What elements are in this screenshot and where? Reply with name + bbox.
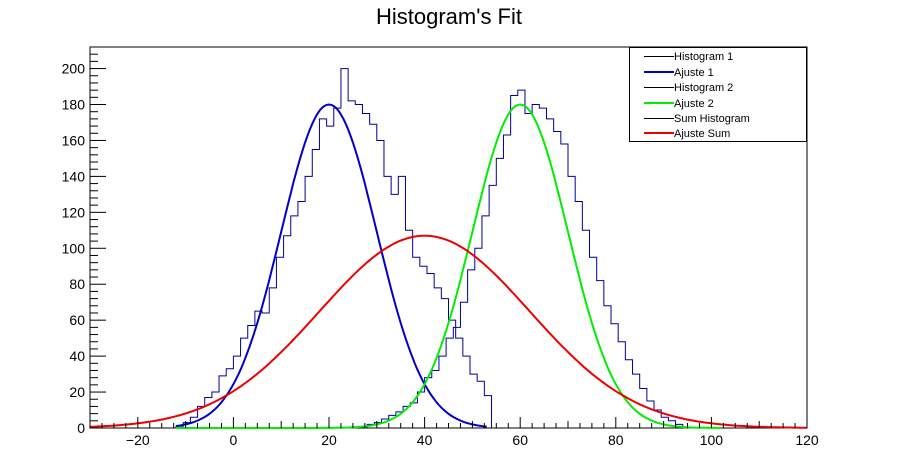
x-tick-label: −20 bbox=[126, 432, 150, 448]
x-tick-label: 0 bbox=[230, 432, 238, 448]
histogram-2-outline bbox=[366, 89, 684, 428]
y-tick-label: 20 bbox=[69, 384, 85, 400]
legend-item-histogram-2: Histogram 2 bbox=[630, 80, 808, 96]
y-tick-label: 140 bbox=[62, 168, 86, 184]
legend-label: Sum Histogram bbox=[674, 113, 750, 125]
y-tick-label: 100 bbox=[62, 240, 86, 256]
x-tick-label: 20 bbox=[321, 432, 337, 448]
legend-item-histogram-1: Histogram 1 bbox=[630, 49, 808, 65]
x-tick-label: 100 bbox=[700, 432, 724, 448]
series-layer bbox=[89, 68, 807, 429]
x-tick-label: 120 bbox=[795, 432, 819, 448]
y-tick-label: 200 bbox=[62, 61, 86, 77]
legend-item-ajuste-2: Ajuste 2 bbox=[630, 96, 808, 112]
y-tick-label: 0 bbox=[77, 420, 85, 436]
x-tick-label: 40 bbox=[417, 432, 433, 448]
y-tick-label: 180 bbox=[62, 97, 86, 113]
y-tick-label: 120 bbox=[62, 204, 86, 220]
legend-swatch bbox=[644, 118, 674, 119]
legend-swatch bbox=[644, 102, 674, 104]
fit-curve-1 bbox=[175, 103, 487, 428]
chart-title: Histogram's Fit bbox=[376, 4, 522, 29]
x-tick-label: 60 bbox=[512, 432, 528, 448]
legend-item-sum-histogram: Sum Histogram bbox=[630, 111, 808, 127]
legend-item-ajuste-sum: Ajuste Sum bbox=[630, 126, 808, 142]
legend-swatch bbox=[644, 132, 674, 134]
legend-label: Histogram 2 bbox=[674, 82, 734, 94]
legend-label: Ajuste 2 bbox=[674, 98, 714, 110]
y-tick-label: 60 bbox=[69, 312, 85, 328]
y-tick-label: 40 bbox=[69, 348, 85, 364]
fit-curve-3 bbox=[176, 103, 722, 429]
y-tick-label: 160 bbox=[62, 132, 86, 148]
legend-swatch bbox=[644, 56, 674, 57]
legend-swatch bbox=[644, 87, 674, 88]
legend-swatch bbox=[644, 71, 674, 73]
legend-label: Ajuste Sum bbox=[674, 128, 731, 140]
legend-item-ajuste-1: Ajuste 1 bbox=[630, 65, 808, 81]
legend-label: Ajuste 1 bbox=[674, 67, 714, 79]
x-tick-label: 80 bbox=[608, 432, 624, 448]
legend: Histogram 1 Ajuste 1 Histogram 2 Ajuste … bbox=[629, 47, 807, 142]
fit-curve-5 bbox=[89, 234, 807, 429]
legend-label: Histogram 1 bbox=[674, 51, 734, 63]
y-tick-label: 80 bbox=[69, 276, 85, 292]
histogram-0-outline bbox=[175, 68, 493, 428]
axes-layer: −20 0 20 40 60 80 100 120 0 20 40 60 80 100 120 140 160 1… bbox=[62, 46, 819, 448]
